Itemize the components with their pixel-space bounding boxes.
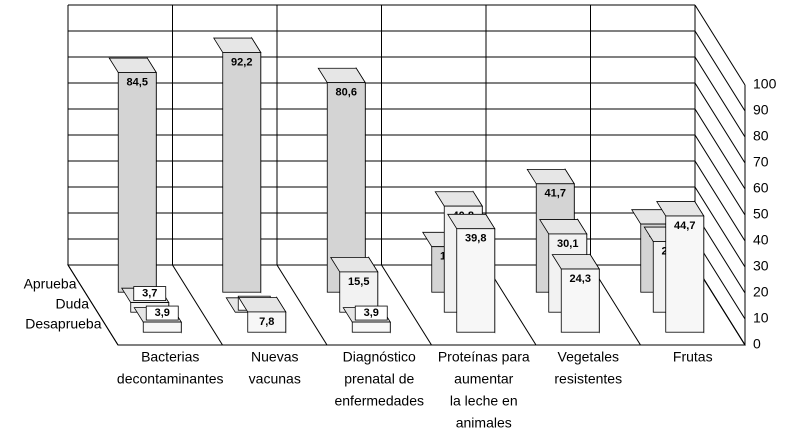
y-tick-label: 0 bbox=[753, 336, 761, 352]
y-tick-label: 60 bbox=[753, 180, 769, 196]
x-tick-label: Vegetales bbox=[558, 349, 620, 365]
value-label: 84,5 bbox=[127, 76, 148, 88]
value-label: 44,7 bbox=[674, 220, 695, 232]
y-tick-label: 10 bbox=[753, 310, 769, 326]
x-tick-label: decontaminantes bbox=[117, 371, 224, 387]
bar bbox=[456, 228, 496, 333]
series-label: Duda bbox=[56, 296, 90, 312]
value-label: 24,3 bbox=[570, 273, 591, 285]
bar bbox=[665, 215, 705, 333]
bar-top bbox=[526, 168, 575, 185]
grid-line-side bbox=[694, 186, 746, 268]
value-label: 3,7 bbox=[142, 287, 157, 299]
x-tick-label: Bacterias bbox=[141, 349, 199, 365]
bar-top bbox=[213, 37, 262, 53]
value-label: 41,7 bbox=[545, 188, 566, 200]
x-tick-label: Nuevas bbox=[251, 349, 298, 365]
grid-line-side bbox=[694, 134, 746, 216]
grid-line-side bbox=[694, 4, 746, 86]
y-tick-label: 50 bbox=[753, 206, 769, 222]
value-label: 39,8 bbox=[465, 233, 486, 245]
bar bbox=[117, 72, 157, 293]
value-label: 30,1 bbox=[557, 238, 578, 250]
floor-divider bbox=[276, 264, 328, 346]
x-tick-label: Frutas bbox=[673, 349, 713, 365]
floor-divider bbox=[67, 264, 119, 346]
x-tick-label: Diagnóstico bbox=[343, 349, 416, 365]
x-tick-label: enfermedades bbox=[334, 393, 424, 409]
series-label: Desaprueba bbox=[25, 316, 101, 332]
y-tick-label: 80 bbox=[753, 128, 769, 144]
value-label: 80,6 bbox=[336, 87, 357, 99]
x-tick-label: Proteínas para bbox=[438, 349, 530, 365]
bar bbox=[339, 271, 379, 313]
grid-line-side bbox=[694, 160, 746, 242]
grid-line-side bbox=[694, 30, 746, 112]
y-tick-label: 20 bbox=[753, 284, 769, 300]
bar-top bbox=[108, 57, 157, 73]
value-label: 7,8 bbox=[259, 316, 274, 328]
y-tick-label: 70 bbox=[753, 154, 769, 170]
series-label: Aprueba bbox=[24, 276, 77, 292]
bar-top bbox=[434, 191, 483, 207]
floor-divider bbox=[381, 264, 432, 346]
grid-line-side bbox=[694, 108, 746, 190]
value-label-box bbox=[354, 305, 388, 321]
grid-line-side bbox=[694, 56, 746, 138]
value-label: 3,9 bbox=[155, 307, 170, 319]
value-label-box bbox=[133, 286, 167, 301]
bar bbox=[247, 311, 287, 333]
x-tick-label: prenatal de bbox=[344, 371, 414, 387]
x-tick-label: resistentes bbox=[554, 371, 622, 387]
grid-line-side bbox=[694, 82, 746, 164]
bar bbox=[222, 52, 262, 293]
x-tick-label: animales bbox=[456, 415, 512, 431]
bar bbox=[351, 321, 391, 333]
y-tick-label: 90 bbox=[753, 102, 769, 118]
floor-divider bbox=[172, 264, 223, 346]
x-tick-label: aumentar bbox=[454, 371, 513, 387]
y-tick-label: 40 bbox=[753, 232, 769, 248]
value-label: 15,5 bbox=[348, 276, 369, 288]
bar bbox=[142, 321, 182, 333]
value-label-box bbox=[145, 305, 179, 321]
value-label: 3,9 bbox=[364, 307, 379, 319]
y-tick-label: 100 bbox=[753, 76, 777, 92]
x-tick-label: vacunas bbox=[249, 371, 301, 387]
bar-top bbox=[317, 67, 366, 84]
value-label: 92,2 bbox=[231, 56, 252, 68]
bar bbox=[560, 268, 600, 333]
y-tick-label: 30 bbox=[753, 258, 769, 274]
x-tick-label: la leche en bbox=[450, 393, 518, 409]
